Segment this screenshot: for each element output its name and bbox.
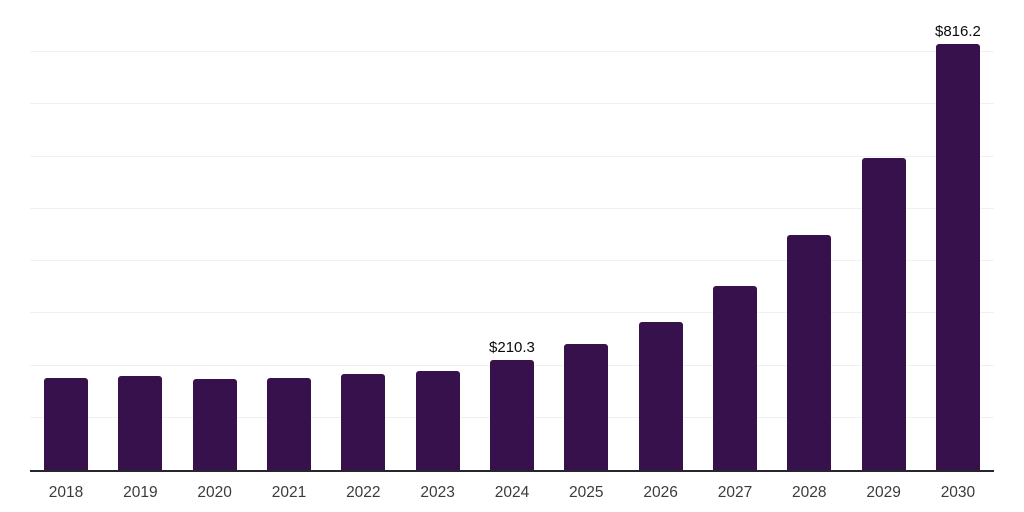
- bar-2022: [341, 374, 386, 470]
- x-tick-label-2019: 2019: [123, 484, 158, 501]
- bar-2023: [415, 370, 460, 470]
- bar-2026: [638, 321, 683, 470]
- x-tick-label-2018: 2018: [48, 484, 84, 501]
- bar-2030: $816.2: [935, 24, 981, 470]
- x-tick-label-2020: 2020: [197, 484, 232, 501]
- x-tick-label-2021: 2021: [271, 484, 307, 501]
- bar-2021: [266, 378, 311, 470]
- x-tick-label-2022: 2022: [346, 484, 381, 501]
- gridline-500: [30, 207, 994, 209]
- bar-2028: [787, 235, 832, 470]
- bar-2024: $210.3: [489, 340, 535, 470]
- bar-2029: [861, 157, 906, 470]
- gridline-800: [30, 51, 994, 53]
- bars-container: $210.3 $816.2: [30, 0, 994, 470]
- x-tick-label-2023: 2023: [420, 484, 455, 501]
- gridline-700: [30, 103, 994, 105]
- x-tick-label-2030: 2030: [940, 484, 976, 501]
- gridline-400: [30, 260, 994, 262]
- bar-2027: [712, 286, 757, 470]
- data-label-2030: $816.2: [934, 22, 981, 40]
- x-axis-labels: 2018 2019 2020 2021 2022 2023 2024 2025 2026 2027…: [30, 480, 994, 506]
- bar-2025: [564, 344, 609, 470]
- bar-2019: [118, 376, 163, 470]
- plot-area: $210.3 $816.2: [30, 0, 994, 472]
- x-axis-line: [30, 470, 994, 472]
- x-tick-label-2027: 2027: [717, 484, 753, 501]
- gridline-300: [30, 312, 994, 314]
- data-label-2024: $210.3: [489, 339, 535, 357]
- x-tick-label-2024: 2024: [494, 484, 530, 501]
- bar-2020: [192, 378, 237, 470]
- bar-2018: [44, 378, 88, 470]
- x-tick-label-2026: 2026: [643, 484, 678, 501]
- x-tick-label-2028: 2028: [792, 484, 827, 501]
- x-tick-label-2029: 2029: [866, 484, 901, 501]
- gridline-600: [30, 155, 994, 157]
- x-tick-label-2025: 2025: [569, 484, 604, 501]
